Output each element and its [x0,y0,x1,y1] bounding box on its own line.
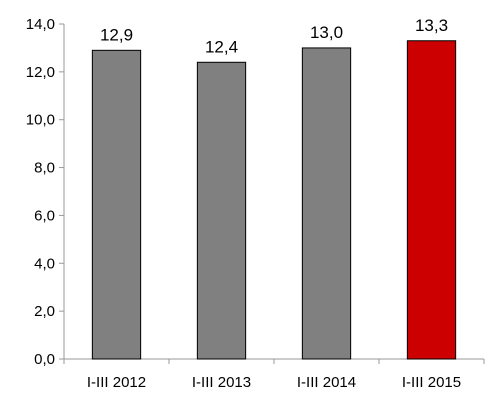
x-category-label: I-III 2015 [402,374,461,391]
y-tick-label: 14,0 [26,16,55,33]
bar [196,61,247,360]
y-axis-ticks: 0,0 2,0 4,0 6,0 8,0 10,0 12,0 14,0 [26,16,64,368]
data-labels: 12,9 12,4 13,0 13,3 [100,16,448,57]
y-tick-label: 10,0 [26,112,55,129]
y-tick-label: 8,0 [34,160,55,177]
y-tick-label: 4,0 [34,255,55,272]
bar [91,49,142,360]
y-tick-label: 2,0 [34,303,55,320]
data-label: 12,4 [205,37,238,56]
x-category-label: I-III 2014 [297,374,356,391]
x-category-label: I-III 2013 [192,374,251,391]
data-label: 13,3 [415,16,448,35]
data-label: 12,9 [100,25,133,44]
x-category-label: I-III 2012 [87,374,146,391]
bar [406,40,457,360]
y-tick-label: 6,0 [34,207,55,224]
bars [91,40,457,360]
y-tick-label: 0,0 [34,351,55,368]
bar [301,47,352,360]
x-axis-labels: I-III 2012 I-III 2013 I-III 2014 I-III 2015 [87,374,461,391]
data-label: 13,0 [310,23,343,42]
y-tick-label: 12,0 [26,64,55,81]
